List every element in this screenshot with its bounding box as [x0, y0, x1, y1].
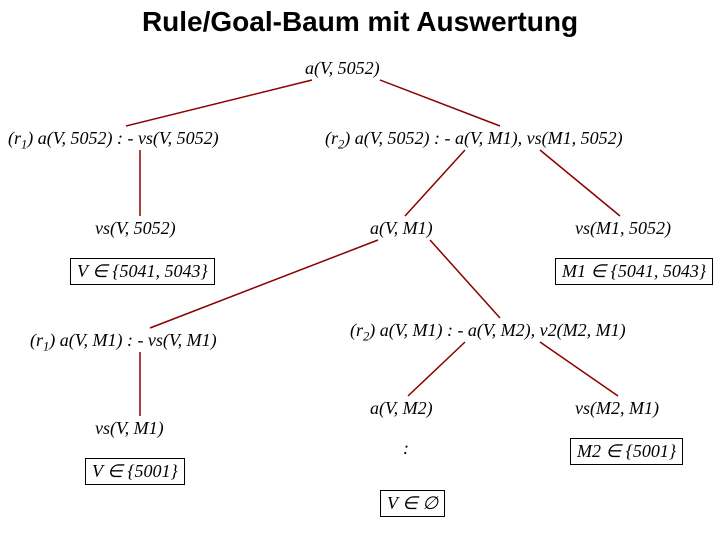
node-root: a(V, 5052) [305, 58, 380, 79]
node-a-v-m2: a(V, M2) [370, 398, 433, 419]
diagram-title: Rule/Goal-Baum mit Auswertung [0, 6, 720, 38]
node-colon: : [403, 438, 409, 459]
result-m2: M2 ∈ {5001} [570, 438, 683, 465]
r2-mid-prefix: (r [350, 320, 363, 340]
r1-mid-prefix: (r [30, 330, 43, 350]
r2-top-rest: ) a(V, 5052) : - a(V, M1), vs(M1, 5052) [344, 128, 622, 148]
node-vs-m2-m1: vs(M2, M1) [575, 398, 659, 419]
node-a-v-m1: a(V, M1) [370, 218, 433, 239]
node-vs-v-5052: vs(V, 5052) [95, 218, 176, 239]
r1-mid-rest: ) a(V, M1) : - vs(V, M1) [49, 330, 216, 350]
r2-top-prefix: (r [325, 128, 338, 148]
result-m1: M1 ∈ {5041, 5043} [555, 258, 713, 285]
node-r1-top: (r1) a(V, 5052) : - vs(V, 5052) [8, 128, 219, 153]
node-vs-v-m1: vs(V, M1) [95, 418, 164, 439]
node-r1-mid: (r1) a(V, M1) : - vs(V, M1) [30, 330, 217, 355]
result-v-5001: V ∈ {5001} [85, 458, 185, 485]
r1-top-prefix: (r [8, 128, 21, 148]
result-v-empty: V ∈ ∅ [380, 490, 445, 517]
r1-top-rest: ) a(V, 5052) : - vs(V, 5052) [27, 128, 218, 148]
r2-mid-rest: ) a(V, M1) : - a(V, M2), v2(M2, M1) [369, 320, 625, 340]
node-vs-m1-5052: vs(M1, 5052) [575, 218, 671, 239]
node-r2-top: (r2) a(V, 5052) : - a(V, M1), vs(M1, 505… [325, 128, 623, 153]
node-r2-mid: (r2) a(V, M1) : - a(V, M2), v2(M2, M1) [350, 320, 626, 345]
result-v-top: V ∈ {5041, 5043} [70, 258, 215, 285]
